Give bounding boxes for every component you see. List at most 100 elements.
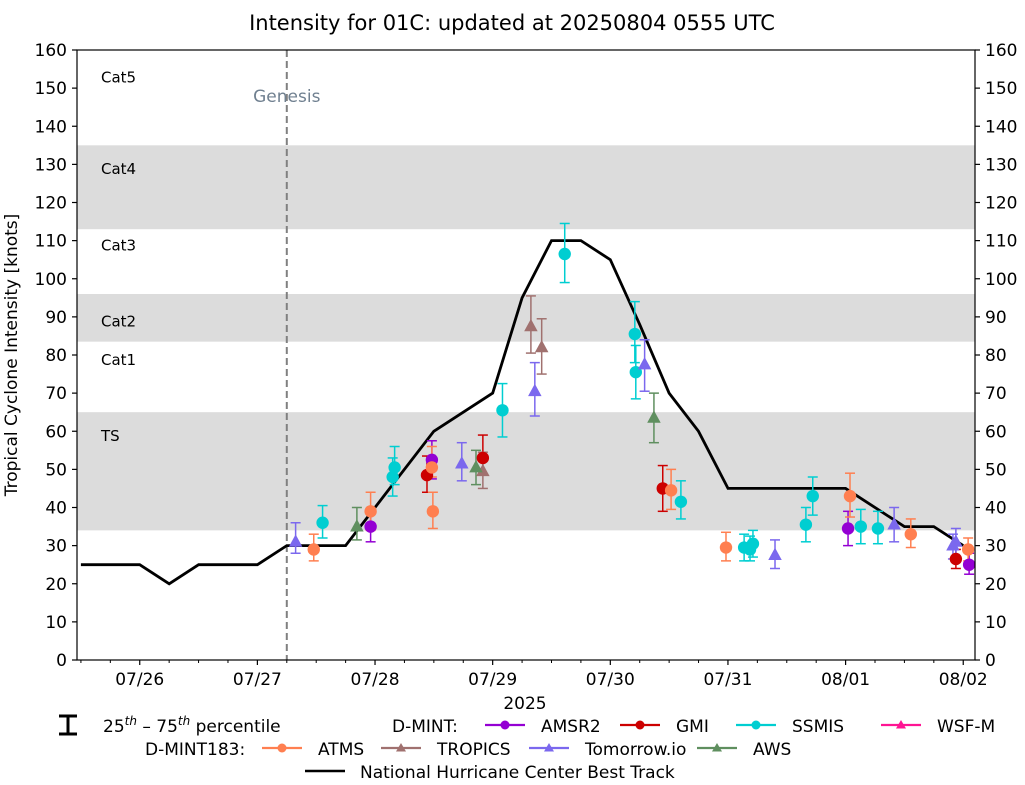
x-tick-label: 08/01 [821, 670, 870, 690]
legend-marker-wsf-m [896, 720, 906, 729]
atms-point [719, 541, 733, 554]
legend-errorbar-symbol [59, 714, 77, 736]
plot-frame [76, 49, 976, 661]
category-label-cat5: Cat5 [101, 69, 136, 87]
y-tick-label-right: 130 [985, 155, 1017, 175]
legend-marker-ssmis [751, 720, 761, 730]
ssmis-point [746, 537, 760, 550]
x-tick-label: 07/31 [703, 670, 752, 690]
legend-group-dmint: D-MINT: [392, 717, 458, 737]
atms-point [961, 543, 975, 556]
genesis-label: Genesis [253, 87, 320, 107]
y-tick-label-right: 40 [985, 499, 1007, 519]
y-tick-label-left: 160 [35, 41, 67, 61]
legend-label-wsf-m: WSF-M [937, 717, 995, 737]
legend-label-tropics: TROPICS [436, 740, 511, 760]
y-tick-label-right: 60 [985, 422, 1007, 442]
legend-item-atms: ATMS [262, 740, 364, 760]
y-axis-left: 0 10 20 30 40 50 60 70 80 90 100 110 120 130 140 150 160 [35, 41, 77, 671]
y-tick-label-right: 30 [985, 537, 1007, 557]
ssmis-point [316, 516, 329, 529]
legend-label-amsr2: AMSR2 [541, 717, 601, 737]
legend-marker-tomorrow-io [544, 743, 554, 752]
y-tick-label-left: 140 [35, 117, 67, 137]
atms-point [843, 489, 857, 503]
y-tick-label-right: 120 [985, 194, 1017, 214]
legend-marker-aws [712, 743, 722, 752]
legend-label-aws: AWS [753, 740, 791, 760]
category-label-ts: TS [100, 427, 120, 445]
y-tick-label-right: 50 [985, 460, 1007, 480]
aws-point [350, 519, 364, 532]
atms-point [307, 543, 320, 556]
tropics-point [524, 318, 538, 332]
legend-marker-gmi [635, 720, 645, 730]
tomorrow-io-point [637, 357, 652, 370]
tomorrow-io-point [768, 547, 782, 561]
tomorrow-io-point [949, 534, 963, 547]
y-tick-label-right: 70 [985, 384, 1007, 404]
aws-point [469, 459, 483, 473]
ssmis-point [496, 404, 509, 417]
y-tick-label-right: 10 [985, 613, 1007, 633]
x-tick-label: 07/27 [233, 670, 282, 690]
category-label-cat4: Cat4 [101, 160, 136, 178]
atms-point [426, 505, 440, 518]
ssmis-point [386, 470, 399, 484]
y-tick-label-right: 160 [985, 41, 1017, 61]
tomorrow-io-point [528, 383, 542, 397]
category-band-cat4 [77, 145, 975, 230]
y-tick-label-right: 140 [985, 117, 1017, 137]
y-tick-label-left: 50 [45, 460, 67, 480]
category-bands [77, 145, 975, 531]
legend-item-gmi: GMI [620, 717, 709, 737]
y-tick-label-right: 20 [985, 575, 1007, 595]
atms-point [364, 505, 377, 518]
legend-item-aws: AWS [697, 740, 791, 760]
y-tick-label-left: 130 [35, 155, 67, 175]
y-tick-label-left: 90 [45, 308, 67, 328]
legend-marker-atms [277, 743, 287, 753]
legend-item-tropics: TROPICS [381, 740, 511, 760]
y-tick-label-left: 70 [45, 384, 67, 404]
y-tick-label-left: 0 [56, 651, 67, 671]
aws-point [647, 410, 661, 423]
ssmis-point [799, 518, 813, 531]
ssmis-point [628, 327, 642, 341]
y-tick-label-left: 20 [45, 575, 67, 595]
tropics-point [534, 339, 549, 353]
legend-item-amsr2: AMSR2 [485, 717, 601, 737]
legend-label-tomorrow-io: Tomorrow.io [584, 740, 686, 760]
atms-point [425, 461, 439, 474]
x-axis-label: 2025 [503, 694, 546, 714]
atms-point [664, 484, 678, 497]
y-tick-label-right: 80 [985, 346, 1007, 366]
genesis-marker: Genesis [253, 50, 321, 660]
amsr2-point [962, 558, 976, 571]
tomorrow-io-point [455, 456, 469, 469]
legend-item-tomorrow-io: Tomorrow.io [529, 740, 686, 760]
legend-errorbar-label: 25th – 75th percentile [103, 714, 281, 737]
y-tick-label-left: 30 [45, 537, 67, 557]
y-tick-label-left: 10 [45, 613, 67, 633]
category-label-cat1: Cat1 [101, 351, 136, 369]
legend-label-gmi: GMI [676, 717, 709, 737]
atms-point [904, 527, 917, 541]
y-tick-label-right: 100 [985, 270, 1017, 290]
gmi-point [949, 552, 963, 566]
category-band-cat2 [77, 294, 975, 342]
y-tick-label-right: 150 [985, 79, 1017, 99]
y-axis-label: Tropical Cyclone Intensity [knots] [2, 214, 22, 498]
legend-label-atms: ATMS [318, 740, 364, 760]
tomorrow-io-point [288, 534, 303, 547]
data-markers [288, 247, 976, 571]
category-band-ts [77, 412, 975, 531]
ssmis-point [674, 495, 688, 508]
legend-group-dmint183: D-MINT183: [145, 740, 245, 760]
best-track-line [80, 239, 964, 586]
legend-items: AMSR2 GMI SSMIS WSF-M ATMS TROPICS Tomorrow.io… [262, 717, 995, 760]
x-tick-label: 07/30 [586, 670, 635, 690]
gmi-point [476, 451, 490, 465]
y-tick-label-left: 120 [35, 194, 67, 214]
